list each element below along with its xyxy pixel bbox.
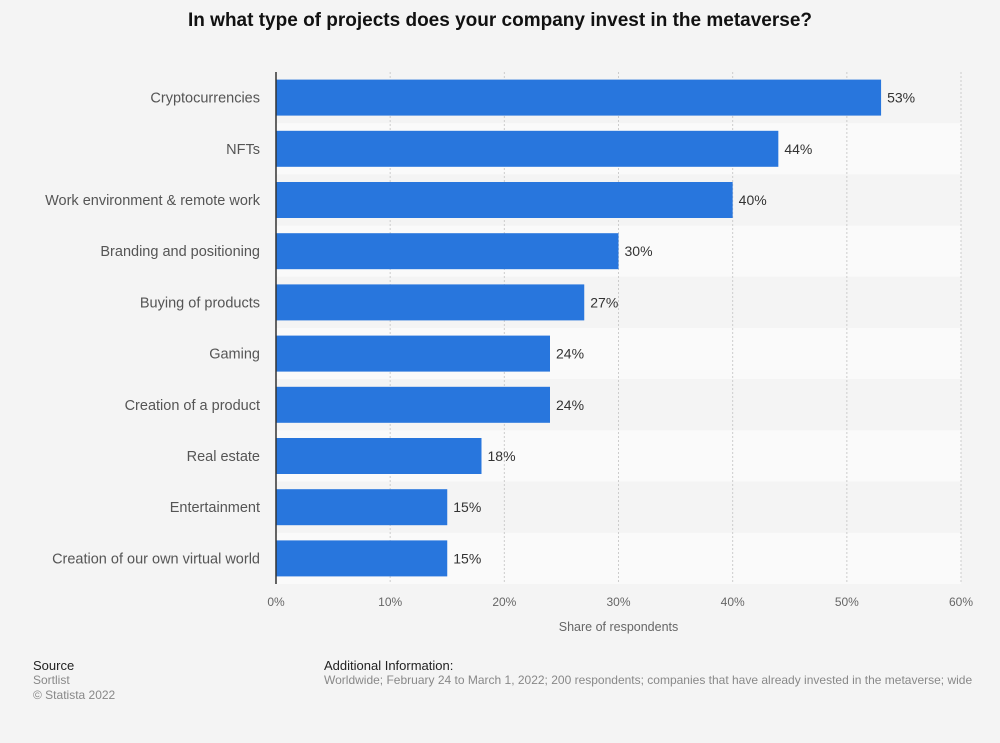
category-label: Work environment & remote work: [45, 193, 261, 209]
value-labels: 53% 44% 40% 30% 27% 24% 24% 18% 15% 15%: [453, 90, 915, 567]
bar[interactable]: [276, 489, 448, 526]
category-label: Real estate: [187, 449, 260, 465]
footer-additional-info: Additional Information: Worldwide; Febru…: [324, 658, 1000, 688]
x-axis-title: Share of respondents: [559, 620, 679, 634]
category-label: Buying of products: [140, 295, 260, 311]
category-label: Creation of a product: [125, 398, 260, 414]
copyright-text: © Statista 2022: [33, 688, 116, 702]
value-label: 15%: [453, 499, 481, 515]
x-axis-ticks: 0% 10% 20% 30% 40% 50% 60%: [267, 595, 973, 609]
category-label: NFTs: [226, 142, 260, 158]
info-heading: Additional Information:: [324, 658, 454, 673]
value-label: 27%: [590, 294, 618, 310]
x-tick-label: 60%: [949, 595, 973, 609]
bar[interactable]: [276, 540, 448, 577]
x-tick-label: 0%: [267, 595, 285, 609]
bar[interactable]: [276, 130, 779, 167]
chart-title: In what type of projects does your compa…: [188, 10, 812, 31]
category-label: Branding and positioning: [100, 244, 260, 260]
value-label: 18%: [488, 448, 516, 464]
value-label: 24%: [556, 397, 584, 413]
x-tick-label: 30%: [606, 595, 630, 609]
source-heading: Source: [33, 658, 75, 673]
category-label: Cryptocurrencies: [150, 91, 260, 107]
category-label: Gaming: [209, 347, 260, 363]
info-text: Worldwide; February 24 to March 1, 2022;…: [324, 673, 973, 687]
value-label: 53%: [887, 90, 915, 106]
x-tick-label: 10%: [378, 595, 402, 609]
bar[interactable]: [276, 284, 585, 321]
bar-chart: Cryptocurrencies NFTs Work environment & r…: [45, 72, 973, 634]
value-label: 24%: [556, 346, 584, 362]
value-label: 30%: [625, 243, 653, 259]
source-name[interactable]: Sortlist: [33, 673, 70, 687]
x-tick-label: 20%: [492, 595, 516, 609]
bar[interactable]: [276, 386, 550, 423]
bar[interactable]: [276, 335, 550, 372]
bar[interactable]: [276, 182, 733, 218]
x-tick-label: 50%: [835, 595, 859, 609]
category-labels: Cryptocurrencies NFTs Work environment & r…: [45, 91, 261, 568]
footer-source: Source Sortlist © Statista 2022: [33, 658, 115, 703]
value-label: 15%: [453, 550, 481, 566]
bar[interactable]: [276, 233, 619, 270]
category-label: Entertainment: [170, 500, 260, 516]
bars: [276, 79, 882, 577]
bar[interactable]: [276, 79, 882, 116]
category-label: Creation of our own virtual world: [52, 551, 260, 567]
value-label: 40%: [739, 192, 767, 208]
value-label: 44%: [784, 141, 812, 157]
x-tick-label: 40%: [721, 595, 745, 609]
bar[interactable]: [276, 438, 482, 474]
